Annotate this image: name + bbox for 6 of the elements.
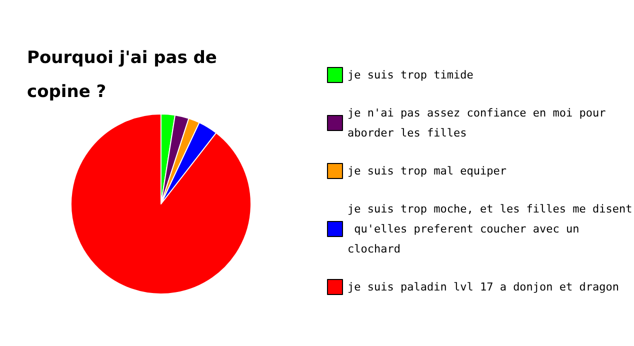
legend-label: je suis trop timide [348,68,474,82]
chart-title: Pourquoi j'ai pas de copine ? [27,48,223,102]
legend-label: je suis paladin lvl 17 a donjon et dragon [348,280,620,294]
legend-label: je suis trop mal equiper [348,164,507,178]
legend-label: je n'ai pas assez confiance en moi pour aborder les filles [348,106,612,140]
legend-label: je suis trop moche, et les filles me disent qu'elles preferent coucher avec un clochard [348,202,632,256]
